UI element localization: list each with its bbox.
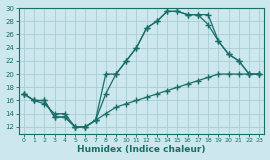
X-axis label: Humidex (Indice chaleur): Humidex (Indice chaleur) (77, 145, 206, 154)
